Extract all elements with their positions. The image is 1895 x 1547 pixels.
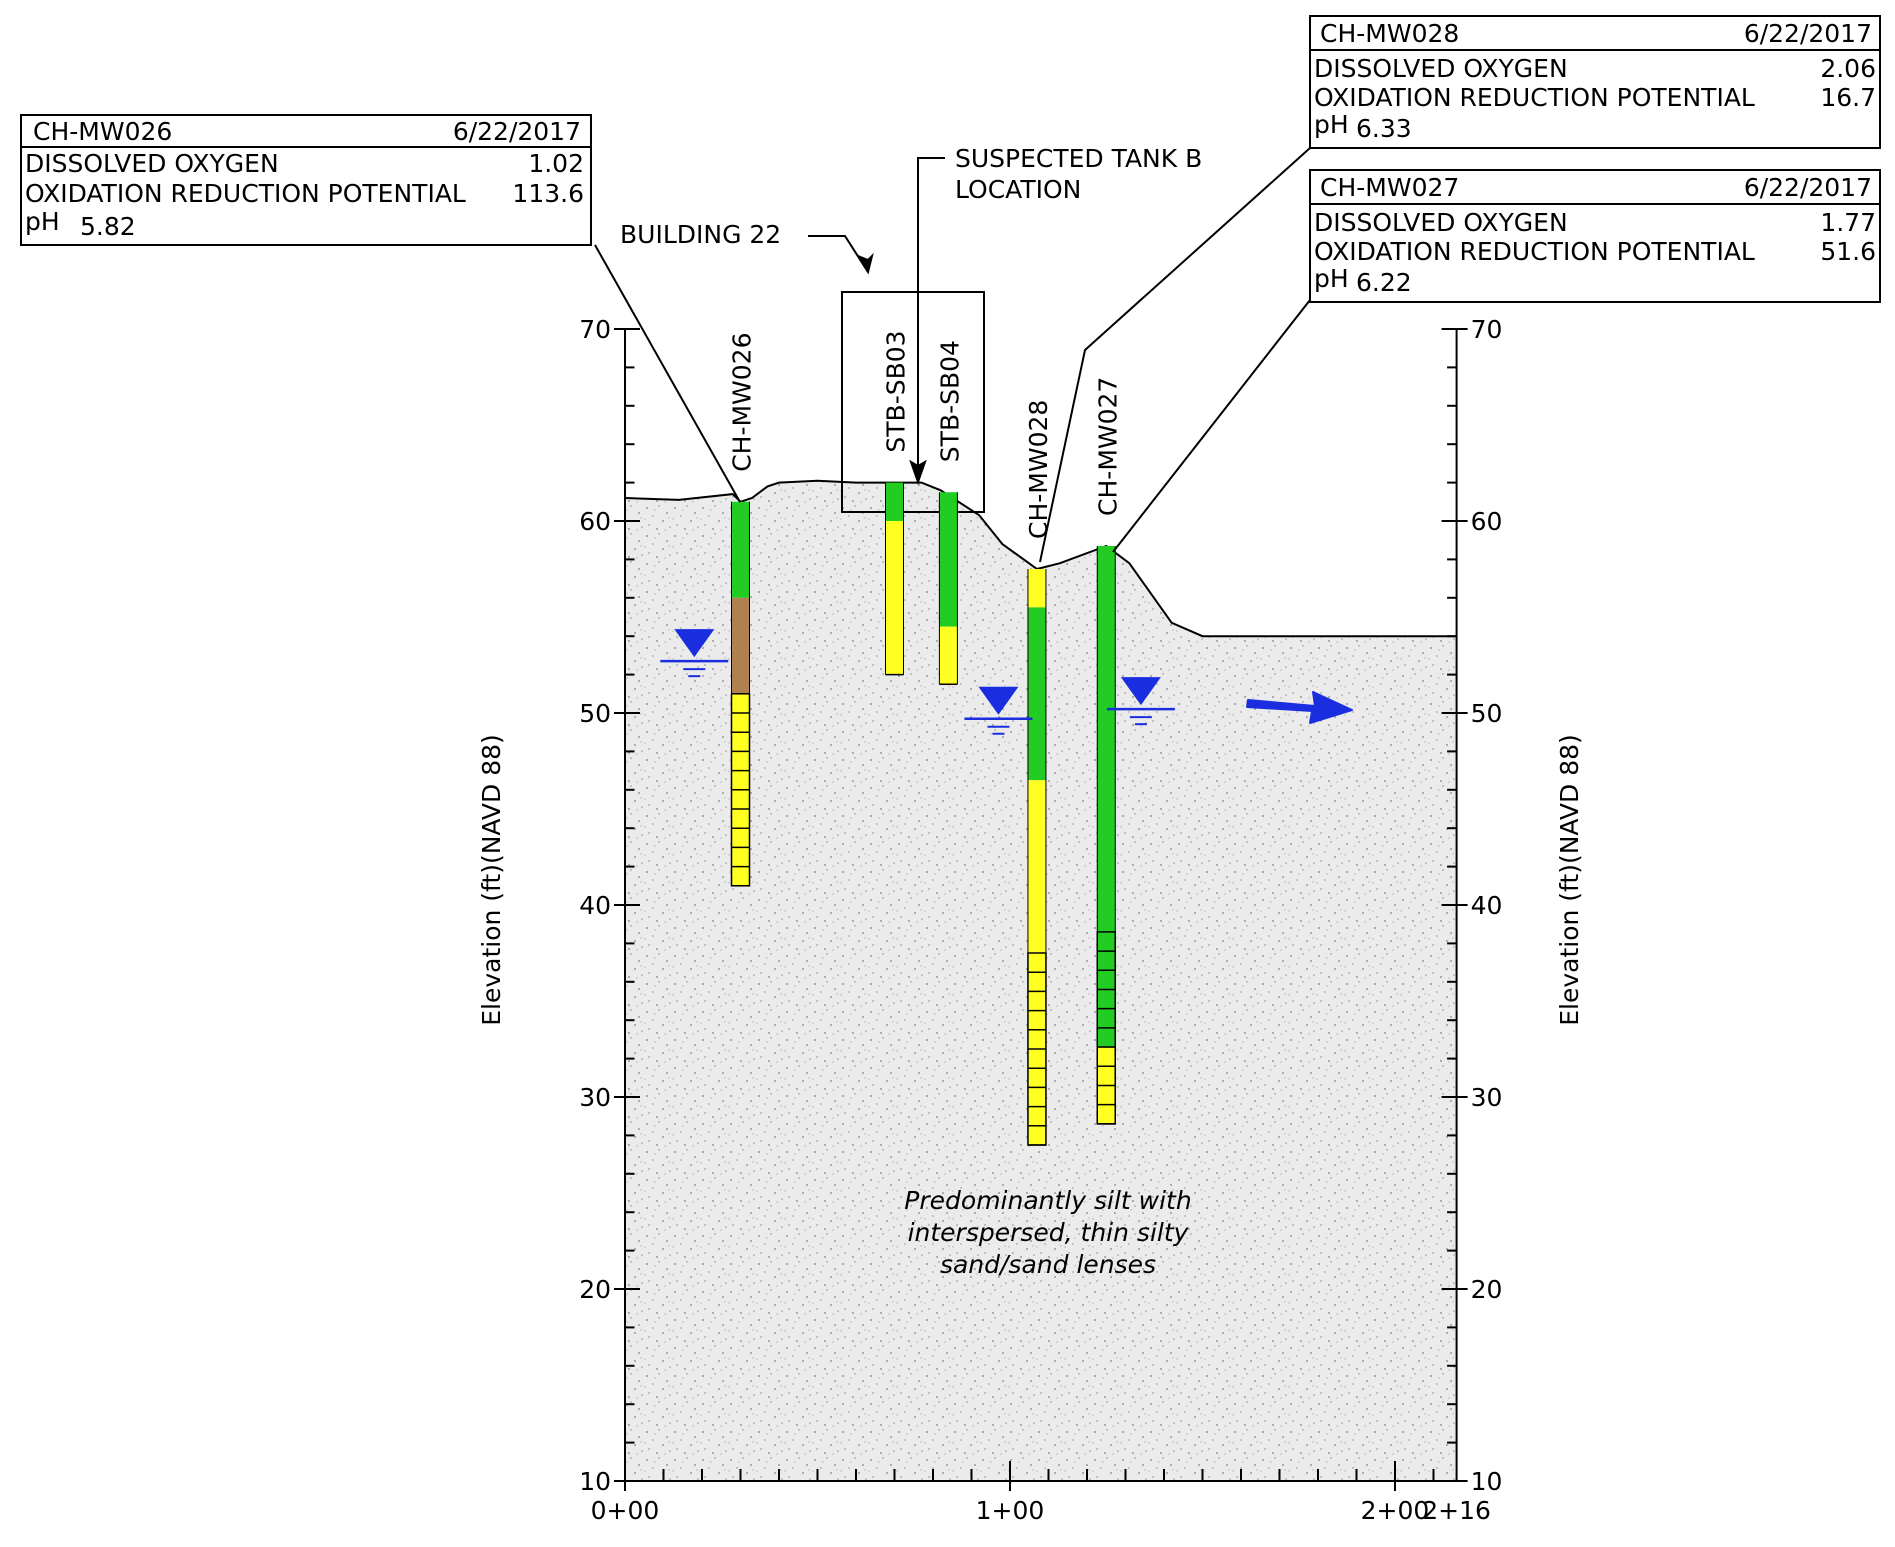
boring-stb-sb03: STB-SB03 — [882, 330, 911, 676]
callout-orp-label: OXIDATION REDUCTION POTENTIAL — [1314, 237, 1755, 266]
callout-ph-value: 6.33 — [1356, 114, 1412, 143]
soil-description: Predominantly silt with interspersed, th… — [904, 1186, 1191, 1279]
x-tick-label: 0+00 — [591, 1496, 660, 1525]
boring-segment-brown — [731, 597, 750, 694]
x-tick-label: 2+16 — [1422, 1496, 1491, 1525]
y-tick-label-left: 70 — [579, 315, 611, 344]
boring-segment-yellow — [885, 521, 904, 675]
boring-segment-yellow — [939, 626, 958, 685]
x-tick-label: 2+00 — [1361, 1496, 1430, 1525]
callout-orp-value: 113.6 — [512, 179, 584, 208]
tank-text-line2: LOCATION — [955, 175, 1081, 204]
boring-segment-green — [1097, 545, 1116, 932]
y-axis-title-right: Elevation (ft)(NAVD 88) — [1555, 734, 1584, 1026]
tank-label: SUSPECTED TANK B LOCATION — [909, 144, 1202, 486]
building-22-text: BUILDING 22 — [620, 220, 781, 249]
leader-lines — [594, 147, 1311, 563]
leader-mw028 — [1039, 147, 1311, 563]
boring-segment-yellow — [1027, 569, 1046, 608]
callout-well-name: CH-MW028 — [1320, 19, 1459, 48]
y-tick-label-left: 20 — [579, 1275, 611, 1304]
leader-mw026 — [594, 244, 741, 503]
callout-orp-label: OXIDATION REDUCTION POTENTIAL — [1314, 83, 1755, 112]
callout-ph-label: pH — [1314, 264, 1349, 293]
boring-ch-mw027: CH-MW027 — [1093, 377, 1122, 1125]
callout-do-value: 1.77 — [1820, 208, 1876, 237]
boring-segment-green — [885, 482, 904, 521]
y-tick-label-left: 50 — [579, 699, 611, 728]
water-level-marker — [964, 686, 1033, 735]
boring-label-ch-mw028: CH-MW028 — [1024, 400, 1053, 539]
boring-segment-yellow — [1027, 780, 1046, 953]
building-label: BUILDING 22 — [620, 220, 874, 275]
y-tick-label-right: 40 — [1471, 891, 1503, 920]
callout-orp-value: 51.6 — [1820, 237, 1876, 266]
groundwater-flow-arrow — [1246, 691, 1353, 724]
y-tick-label-right: 30 — [1471, 1083, 1503, 1112]
water-level-triangle — [1120, 677, 1161, 706]
soil-text-line1: Predominantly silt with — [904, 1186, 1191, 1215]
boring-segment-green — [939, 492, 958, 627]
callout-ch-mw026: CH-MW026 6/22/2017 DISSOLVED OXYGEN 1.02… — [20, 114, 592, 246]
callout-ch-mw028: CH-MW028 6/22/2017 DISSOLVED OXYGEN 2.06… — [1309, 15, 1881, 149]
boring-ch-mw028: CH-MW028 — [1024, 400, 1053, 1146]
soil-text-line2: interspersed, thin silty — [908, 1218, 1190, 1247]
y-tick-label-left: 10 — [579, 1467, 611, 1496]
water-levels — [660, 629, 1175, 735]
water-level-triangle — [674, 629, 715, 658]
callout-date: 6/22/2017 — [1744, 173, 1872, 202]
y-tick-label-right: 20 — [1471, 1275, 1503, 1304]
boring-segment-green — [731, 501, 750, 598]
y-tick-label-left: 40 — [579, 891, 611, 920]
callout-orp-label: OXIDATION REDUCTION POTENTIAL — [25, 179, 466, 208]
callout-do-label: DISSOLVED OXYGEN — [25, 149, 279, 178]
leader-mw027 — [1112, 299, 1311, 553]
callout-do-value: 1.02 — [528, 149, 584, 178]
callout-ph-value: 5.82 — [80, 212, 136, 241]
y-tick-label-right: 60 — [1471, 507, 1503, 536]
callout-ph-label: pH — [25, 207, 60, 236]
boring-label-ch-mw027: CH-MW027 — [1093, 377, 1122, 516]
y-tick-label-right: 10 — [1471, 1467, 1503, 1496]
y-tick-label-right: 70 — [1471, 315, 1503, 344]
boring-label-stb-sb03: STB-SB03 — [882, 330, 911, 452]
y-tick-label-right: 50 — [1471, 699, 1503, 728]
boring-ch-mw026: CH-MW026 — [728, 333, 757, 887]
boring-label-ch-mw026: CH-MW026 — [728, 333, 757, 472]
water-level-triangle — [978, 686, 1019, 715]
callout-ch-mw027: CH-MW027 6/22/2017 DISSOLVED OXYGEN 1.77… — [1309, 169, 1881, 303]
axes: 10 10 20 20 30 30 40 40 50 50 60 60 70 70 0+00 1+00 2+00… — [579, 315, 1502, 1525]
tank-arrowhead — [909, 459, 927, 486]
callout-ph-value: 6.22 — [1356, 268, 1412, 297]
boring-label-stb-sb04: STB-SB04 — [935, 340, 964, 462]
tank-text-line1: SUSPECTED TANK B — [955, 144, 1202, 173]
ground-surface-line — [624, 479, 1457, 638]
callout-do-label: DISSOLVED OXYGEN — [1314, 208, 1568, 237]
y-tick-label-left: 60 — [579, 507, 611, 536]
soil-text-line3: sand/sand lenses — [940, 1250, 1156, 1279]
callout-do-label: DISSOLVED OXYGEN — [1314, 54, 1568, 83]
building-22-outline — [841, 291, 985, 513]
water-level-marker — [1106, 677, 1175, 726]
y-axis-title-left: Elevation (ft)(NAVD 88) — [477, 734, 506, 1026]
callout-well-name: CH-MW026 — [33, 117, 172, 146]
y-tick-label-left: 30 — [579, 1083, 611, 1112]
callout-well-name: CH-MW027 — [1320, 173, 1459, 202]
x-tick-label: 1+00 — [976, 1496, 1045, 1525]
building-arrowhead — [855, 252, 874, 275]
callout-date: 6/22/2017 — [1744, 19, 1872, 48]
borings: CH-MW026 STB-SB03 STB-SB04 CH-MW028 CH-MW027 — [728, 330, 1122, 1146]
callout-do-value: 2.06 — [1820, 54, 1876, 83]
boring-segment-green — [1027, 607, 1046, 781]
callout-ph-label: pH — [1314, 110, 1349, 139]
callout-date: 6/22/2017 — [453, 117, 581, 146]
boring-stb-sb04: STB-SB04 — [935, 340, 964, 685]
callout-orp-value: 16.7 — [1820, 83, 1876, 112]
water-level-marker — [660, 629, 729, 678]
